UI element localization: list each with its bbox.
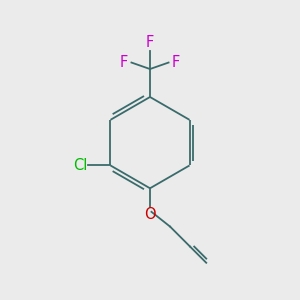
- Text: F: F: [172, 55, 180, 70]
- Text: F: F: [146, 35, 154, 50]
- Text: Cl: Cl: [73, 158, 88, 173]
- Text: F: F: [120, 55, 128, 70]
- Text: O: O: [144, 207, 156, 222]
